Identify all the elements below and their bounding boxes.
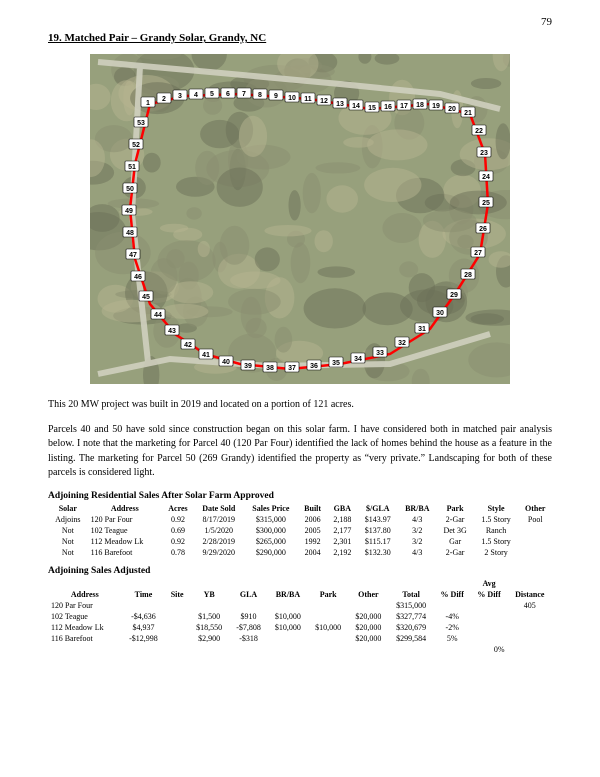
col-header: Distance (508, 589, 552, 600)
table-row: 120 Par Four$315,000405 (48, 600, 552, 611)
svg-text:33: 33 (376, 350, 384, 357)
col-header: % Diff (434, 589, 471, 600)
svg-text:19: 19 (432, 103, 440, 110)
col-header: GLA (229, 589, 268, 600)
table-row: Not102 Teague0.691/5/2020$300,00020052,1… (48, 525, 552, 536)
svg-text:3: 3 (178, 93, 182, 100)
svg-text:13: 13 (336, 101, 344, 108)
svg-text:24: 24 (482, 174, 490, 181)
svg-text:11: 11 (304, 96, 312, 103)
aerial-map: 1234567891011121314151617181920212223242… (90, 54, 510, 384)
svg-text:16: 16 (384, 104, 392, 111)
col-header: Built (298, 503, 327, 514)
svg-text:39: 39 (244, 363, 252, 370)
svg-text:53: 53 (137, 120, 145, 127)
page-number: 79 (541, 16, 552, 28)
svg-text:42: 42 (184, 342, 192, 349)
svg-text:2: 2 (162, 96, 166, 103)
col-header: Time (122, 589, 166, 600)
col-header: Park (437, 503, 474, 514)
svg-text:38: 38 (266, 365, 274, 372)
svg-text:8: 8 (258, 92, 262, 99)
table1: SolarAddressAcresDate SoldSales PriceBui… (48, 503, 552, 558)
col-header: YB (189, 589, 229, 600)
svg-text:48: 48 (126, 230, 134, 237)
table-row: 112 Meadow Lk$4,937$18,550-$7,808$10,000… (48, 622, 552, 633)
svg-text:47: 47 (129, 252, 137, 259)
svg-text:43: 43 (168, 328, 176, 335)
svg-text:17: 17 (400, 103, 408, 110)
table1-title: Adjoining Residential Sales After Solar … (48, 491, 552, 501)
svg-text:12: 12 (320, 98, 328, 105)
col-header: Style (474, 503, 519, 514)
svg-text:36: 36 (310, 363, 318, 370)
svg-text:31: 31 (418, 326, 426, 333)
svg-text:40: 40 (222, 359, 230, 366)
col-header: Date Sold (194, 503, 244, 514)
svg-text:35: 35 (332, 360, 340, 367)
svg-text:6: 6 (226, 91, 230, 98)
svg-text:25: 25 (482, 200, 490, 207)
svg-text:20: 20 (448, 106, 456, 113)
table2: Avg AddressTimeSiteYBGLABR/BAParkOtherTo… (48, 578, 552, 655)
table-row: 102 Teague-$4,636$1,500$910$10,000$20,00… (48, 611, 552, 622)
svg-text:45: 45 (142, 294, 150, 301)
col-header: Other (348, 589, 388, 600)
svg-text:32: 32 (398, 340, 406, 347)
svg-text:18: 18 (416, 102, 424, 109)
svg-text:15: 15 (368, 105, 376, 112)
col-header: GBA (327, 503, 357, 514)
svg-text:9: 9 (274, 93, 278, 100)
svg-text:23: 23 (480, 150, 488, 157)
svg-text:21: 21 (464, 110, 472, 117)
section-title: 19. Matched Pair – Grandy Solar, Grandy,… (48, 32, 552, 44)
svg-text:49: 49 (125, 208, 133, 215)
svg-text:44: 44 (154, 312, 162, 319)
svg-text:50: 50 (126, 186, 134, 193)
svg-text:1: 1 (146, 100, 150, 107)
svg-text:41: 41 (202, 352, 210, 359)
svg-text:37: 37 (288, 365, 296, 372)
col-header: Address (88, 503, 162, 514)
col-header: Solar (48, 503, 88, 514)
table2-title: Adjoining Sales Adjusted (48, 566, 552, 576)
col-header: Park (308, 589, 348, 600)
svg-text:52: 52 (132, 142, 140, 149)
svg-text:51: 51 (128, 164, 136, 171)
svg-text:46: 46 (134, 274, 142, 281)
svg-text:14: 14 (352, 103, 360, 110)
table-row: Not116 Barefoot0.789/29/2020$290,0002004… (48, 547, 552, 558)
paragraph-1: This 20 MW project was built in 2019 and… (48, 398, 552, 413)
col-header: $/GLA (358, 503, 399, 514)
svg-text:5: 5 (210, 91, 214, 98)
svg-text:30: 30 (436, 310, 444, 317)
svg-text:7: 7 (242, 91, 246, 98)
col-header: BR/BA (398, 503, 437, 514)
col-header: Other (518, 503, 552, 514)
svg-text:26: 26 (479, 226, 487, 233)
col-header: Acres (162, 503, 194, 514)
col-header: Site (165, 589, 189, 600)
table-row: Adjoins120 Par Four0.928/17/2019$315,000… (48, 514, 552, 525)
col-header: Sales Price (244, 503, 299, 514)
col-header: Address (48, 589, 122, 600)
col-header: % Diff (471, 589, 508, 600)
svg-text:27: 27 (474, 250, 482, 257)
svg-text:28: 28 (464, 272, 472, 279)
svg-text:10: 10 (288, 95, 296, 102)
svg-text:34: 34 (354, 356, 362, 363)
col-header: BR/BA (268, 589, 308, 600)
paragraph-2: Parcels 40 and 50 have sold since constr… (48, 423, 552, 481)
table-row: Not112 Meadow Lk0.922/28/2019$265,000199… (48, 536, 552, 547)
svg-text:29: 29 (450, 292, 458, 299)
col-header: Total (389, 589, 434, 600)
map-svg: 1234567891011121314151617181920212223242… (90, 54, 510, 384)
svg-text:4: 4 (194, 92, 198, 99)
table-row: 116 Barefoot-$12,998$2,900-$318$20,000$2… (48, 633, 552, 644)
svg-text:22: 22 (475, 128, 483, 135)
